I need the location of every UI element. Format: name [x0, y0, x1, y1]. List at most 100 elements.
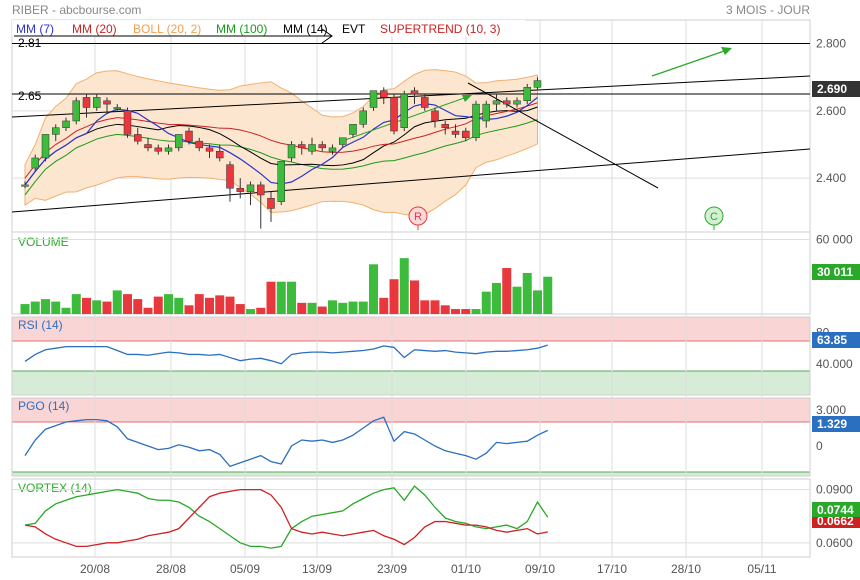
volume-bar[interactable] — [512, 286, 522, 314]
candle[interactable] — [431, 110, 439, 122]
candle[interactable] — [513, 100, 521, 105]
candle[interactable] — [154, 147, 162, 152]
candle[interactable] — [185, 130, 193, 142]
candle[interactable] — [318, 144, 326, 149]
candle[interactable] — [410, 90, 419, 95]
volume-bar[interactable] — [430, 300, 440, 314]
volume-bar[interactable] — [471, 309, 481, 314]
candle[interactable] — [31, 157, 39, 169]
volume-bar[interactable] — [92, 300, 102, 314]
vortex-plus-line[interactable] — [24, 485, 549, 549]
candle[interactable] — [164, 147, 173, 152]
legend-mm20[interactable]: MM (20) — [72, 22, 117, 36]
candle[interactable] — [267, 198, 275, 209]
candle[interactable] — [462, 130, 470, 139]
rsi-line[interactable] — [24, 344, 548, 365]
volume-bar[interactable] — [307, 302, 317, 314]
volume-bar[interactable] — [533, 290, 542, 314]
candle[interactable] — [195, 140, 203, 149]
candle[interactable] — [533, 80, 542, 88]
candle[interactable] — [103, 100, 111, 105]
candle[interactable] — [472, 103, 480, 139]
candle[interactable] — [205, 147, 214, 152]
legend-boll[interactable]: BOLL (20, 2) — [133, 22, 201, 36]
volume-bar[interactable] — [174, 297, 184, 314]
volume-bar[interactable] — [389, 279, 399, 314]
candle[interactable] — [339, 137, 347, 145]
volume-bar[interactable] — [420, 300, 430, 314]
candle[interactable] — [134, 134, 142, 142]
volume-bar[interactable] — [379, 297, 389, 314]
candle[interactable] — [175, 134, 183, 149]
candle[interactable] — [492, 100, 501, 105]
legend-mm7[interactable]: MM (7) — [16, 22, 54, 36]
volume-bar[interactable] — [133, 299, 143, 314]
volume-bar[interactable] — [451, 309, 460, 314]
candle[interactable] — [523, 87, 531, 102]
candle[interactable] — [503, 100, 511, 105]
volume-bar[interactable] — [30, 301, 40, 314]
volume-bar[interactable] — [51, 301, 61, 314]
volume-bar[interactable] — [461, 309, 471, 314]
pgo-line[interactable] — [24, 416, 549, 468]
volume-bar[interactable] — [20, 304, 30, 314]
candle[interactable] — [226, 164, 234, 189]
candle[interactable] — [257, 184, 265, 196]
legend-supertrend[interactable]: SUPERTREND (10, 3) — [380, 22, 500, 36]
volume-bar[interactable] — [235, 304, 245, 314]
candle[interactable] — [349, 124, 357, 135]
period-label[interactable]: 3 MOIS - JOUR — [726, 3, 810, 17]
candle[interactable] — [390, 97, 398, 132]
volume-bar[interactable] — [287, 281, 296, 314]
volume-bar[interactable] — [543, 276, 553, 314]
candle[interactable] — [400, 93, 408, 128]
volume-bar[interactable] — [143, 307, 153, 314]
candle[interactable] — [93, 97, 101, 108]
candle[interactable] — [236, 188, 244, 192]
candle[interactable] — [380, 90, 388, 98]
volume-bar[interactable] — [61, 307, 71, 314]
volume-bar[interactable] — [317, 306, 327, 314]
candle[interactable] — [246, 184, 255, 192]
candle[interactable] — [277, 161, 285, 202]
candle[interactable] — [359, 110, 367, 125]
volume-bar[interactable] — [369, 264, 378, 314]
candle[interactable] — [308, 144, 316, 152]
volume-bar[interactable] — [153, 296, 163, 314]
volume-bar[interactable] — [123, 294, 132, 314]
candle[interactable] — [441, 124, 449, 128]
volume-bar[interactable] — [82, 297, 91, 314]
legend-mm14[interactable]: MM (14) — [283, 22, 328, 36]
volume-bar[interactable] — [215, 295, 225, 314]
volume-bar[interactable] — [502, 268, 512, 314]
legend-mm100[interactable]: MM (100) — [216, 22, 267, 36]
volume-bar[interactable] — [492, 282, 501, 314]
volume-bar[interactable] — [184, 305, 194, 314]
volume-bar[interactable] — [328, 300, 337, 314]
candle[interactable] — [72, 100, 80, 122]
volume-bar[interactable] — [225, 296, 235, 314]
volume-bar[interactable] — [348, 301, 358, 314]
vortex-minus-line[interactable] — [24, 488, 548, 548]
volume-bar[interactable] — [276, 281, 286, 314]
candle[interactable] — [216, 150, 224, 159]
volume-bar[interactable] — [41, 299, 50, 314]
candle[interactable] — [421, 97, 429, 108]
candle[interactable] — [113, 107, 121, 110]
candle[interactable] — [52, 127, 60, 135]
candle[interactable] — [369, 90, 378, 108]
volume-bar[interactable] — [358, 301, 368, 314]
volume-bar[interactable] — [297, 302, 307, 314]
volume-bar[interactable] — [246, 309, 255, 314]
candle[interactable] — [82, 97, 91, 108]
candle[interactable] — [21, 184, 29, 187]
volume-bar[interactable] — [112, 290, 122, 314]
candle[interactable] — [41, 134, 50, 159]
candle[interactable] — [451, 130, 460, 135]
volume-bar[interactable] — [338, 302, 348, 314]
candle[interactable] — [328, 147, 337, 152]
volume-bar[interactable] — [205, 297, 214, 314]
candle[interactable] — [482, 103, 490, 122]
volume-bar[interactable] — [440, 305, 450, 314]
volume-bar[interactable] — [481, 291, 491, 314]
